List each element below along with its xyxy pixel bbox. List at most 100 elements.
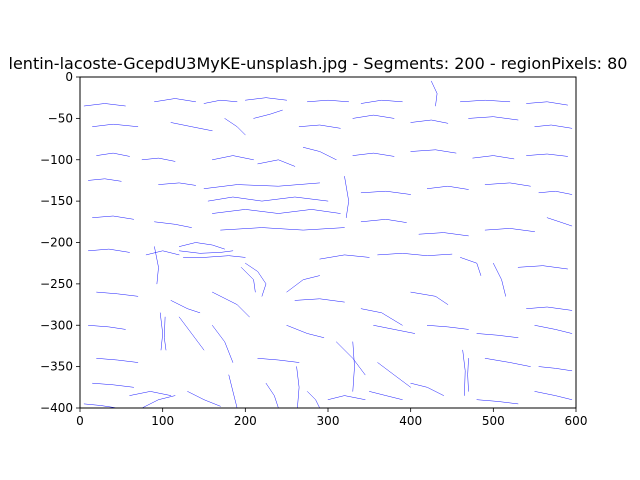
- segment-line: [534, 325, 573, 334]
- segment-line: [352, 341, 355, 392]
- segment-line: [212, 325, 234, 363]
- segment-line: [207, 196, 329, 202]
- segment-line: [164, 316, 167, 351]
- segment-line: [352, 114, 395, 119]
- segment-line: [468, 116, 519, 121]
- segment-line: [460, 257, 482, 276]
- segment-line: [307, 391, 320, 409]
- y-tick-label: −200: [40, 236, 73, 250]
- segment-line: [360, 308, 403, 326]
- x-tick-label: 600: [565, 414, 588, 428]
- segment-line: [296, 366, 300, 409]
- segment-line: [319, 254, 370, 260]
- segment-line: [265, 382, 279, 409]
- segment-line: [158, 182, 196, 186]
- segment-line: [360, 99, 403, 104]
- segment-line: [286, 275, 320, 293]
- segment-line: [369, 391, 403, 400]
- segment-line: [418, 232, 469, 237]
- segment-line: [534, 124, 573, 129]
- segment-line: [253, 109, 283, 119]
- segment-line: [228, 374, 238, 409]
- segment-line: [410, 119, 449, 124]
- segment-line: [159, 312, 163, 351]
- y-tick-label: −400: [40, 401, 73, 415]
- segment-line: [467, 358, 469, 392]
- segment-line: [257, 358, 300, 363]
- segment-line: [224, 118, 246, 136]
- y-tick-label: −250: [40, 277, 73, 291]
- segment-line: [426, 185, 469, 190]
- segment-line: [538, 190, 573, 195]
- segment-line: [203, 99, 238, 104]
- y-tick-label: −150: [40, 194, 73, 208]
- segment-line: [88, 248, 130, 253]
- segment-line: [476, 399, 519, 405]
- segment-line: [472, 155, 515, 160]
- segment-line: [517, 265, 568, 270]
- segment-line: [154, 221, 192, 228]
- x-tick-label: 500: [482, 414, 505, 428]
- segment-line: [336, 341, 366, 376]
- y-tick-label: −300: [40, 318, 73, 332]
- segment-line: [92, 215, 134, 220]
- segment-line: [183, 255, 246, 258]
- segment-line: [220, 227, 345, 231]
- axes: 0 100 200 300 400 500 600 0 −50 −100 −150 −200 −250 −…: [40, 70, 587, 428]
- y-tick-label: −50: [48, 111, 73, 125]
- segment-line: [410, 149, 457, 154]
- segment-line: [294, 298, 345, 303]
- segment-line: [170, 300, 201, 314]
- segment-line: [96, 358, 139, 363]
- segment-line: [187, 391, 221, 407]
- segment-line: [145, 250, 180, 256]
- segment-lines: [83, 80, 573, 409]
- segment-line: [96, 291, 139, 297]
- segment-line: [92, 382, 134, 388]
- segment-line: [410, 382, 444, 396]
- plot-area: [80, 77, 576, 408]
- segment-line: [526, 306, 573, 311]
- segment-line: [493, 262, 506, 297]
- segment-line: [170, 122, 213, 132]
- segment-line: [377, 253, 453, 256]
- segment-line: [352, 152, 395, 157]
- segment-line: [154, 246, 159, 285]
- segment-line: [484, 182, 531, 187]
- segment-line: [377, 362, 411, 388]
- segment-line: [526, 101, 568, 106]
- segment-line: [298, 124, 341, 129]
- segment-line: [212, 155, 254, 161]
- segment-line: [96, 152, 130, 157]
- segment-line: [431, 80, 438, 107]
- segment-line: [460, 99, 511, 103]
- segment-line: [141, 395, 176, 409]
- segment-line: [476, 333, 519, 338]
- segment-line: [245, 262, 267, 297]
- segment-line: [154, 98, 196, 103]
- segment-line: [178, 316, 205, 351]
- segment-line: [240, 267, 256, 293]
- segment-line: [410, 291, 449, 305]
- x-tick-label: 0: [76, 414, 84, 428]
- segment-line: [257, 159, 296, 167]
- segment-line: [426, 325, 469, 330]
- segment-line: [302, 147, 337, 161]
- segment-line: [327, 395, 366, 400]
- chart-title: lentin-lacoste-GcepdU3MyKE-unsplash.jpg …: [9, 54, 628, 73]
- x-tick-label: 400: [399, 414, 422, 428]
- segment-line: [360, 219, 407, 223]
- plot-background: [80, 77, 576, 408]
- segment-line: [307, 99, 349, 103]
- segment-line: [141, 157, 176, 162]
- segment-line: [286, 325, 325, 338]
- segment-line: [178, 250, 234, 254]
- x-tick-label: 200: [234, 414, 257, 428]
- segment-line: [83, 103, 126, 107]
- segment-line: [462, 349, 466, 396]
- segment-line: [88, 325, 126, 330]
- segment-line: [129, 391, 172, 396]
- segment-line: [484, 358, 531, 367]
- y-tick-label: −100: [40, 153, 73, 167]
